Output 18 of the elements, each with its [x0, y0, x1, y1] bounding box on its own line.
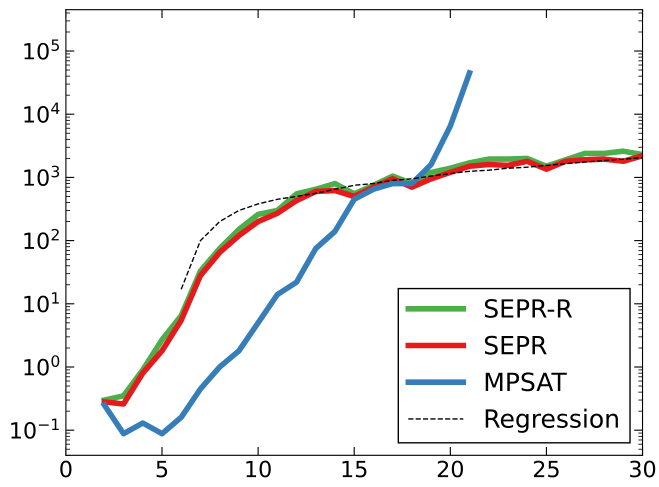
legend-label: MPSAT	[486, 372, 567, 392]
y-tick-label: 10$^{3}$	[24, 166, 60, 186]
x-tick-label: 25	[534, 460, 559, 478]
y-tick-label: 10$^{0}$	[24, 355, 60, 376]
y-tick-label: 10$^{4}$	[24, 102, 60, 123]
legend-label: SEPR	[484, 336, 547, 355]
legend-label: Regression	[486, 408, 618, 433]
x-tick-label: 10	[246, 460, 271, 478]
x-tick-label: 20	[438, 460, 463, 478]
x-tick-label: 5	[156, 460, 168, 478]
x-tick-label: 0	[60, 460, 72, 478]
y-tick-label: 10$^{1}$	[24, 292, 59, 312]
x-tick-label: 15	[342, 460, 366, 478]
y-tick-label: 10$^{5}$	[24, 39, 59, 60]
y-tick-label: 10$^{−1}$	[11, 418, 59, 439]
legend-label: SEPR-R	[484, 299, 572, 318]
x-tick-label: 30	[630, 460, 656, 478]
y-tick-label: 10$^{2}$	[24, 228, 59, 250]
